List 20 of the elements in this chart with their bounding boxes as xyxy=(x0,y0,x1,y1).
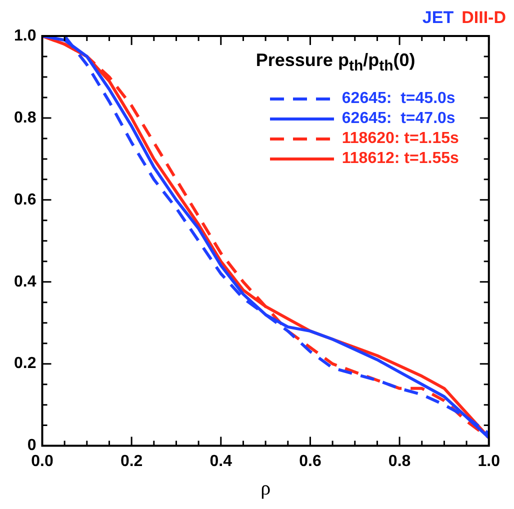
legend-title: Pressure p$_{th}$/p$_{th}$(0) xyxy=(256,50,416,75)
x-tick-label: 0.2 xyxy=(120,452,143,470)
x-tick-label: 0.6 xyxy=(299,452,322,470)
y-tick-label: 0.4 xyxy=(14,273,36,290)
y-tick-label: 0.2 xyxy=(14,355,36,372)
x-tick-label: 0.4 xyxy=(210,452,232,470)
x-tick-label: 0.0 xyxy=(31,452,54,470)
legend-label: 118620: t=1.15s xyxy=(342,128,459,149)
legend-label: 62645: t=45.0s xyxy=(342,88,456,109)
x-axis-title: ρ xyxy=(260,477,271,500)
x-tick-label: 0.8 xyxy=(388,452,411,470)
text: DIII-D xyxy=(462,8,506,28)
y-tick-label: 0.8 xyxy=(14,109,36,126)
y-tick-label: 0 xyxy=(27,437,36,454)
x-tick-label: 1.0 xyxy=(478,452,500,470)
text: JET xyxy=(422,8,454,28)
y-tick-label: 0.6 xyxy=(14,191,36,208)
legend-label: 62645: t=47.0s xyxy=(342,108,456,129)
legend-label: 118612: t=1.55s xyxy=(342,148,459,169)
y-tick-label: 1.0 xyxy=(14,27,36,44)
